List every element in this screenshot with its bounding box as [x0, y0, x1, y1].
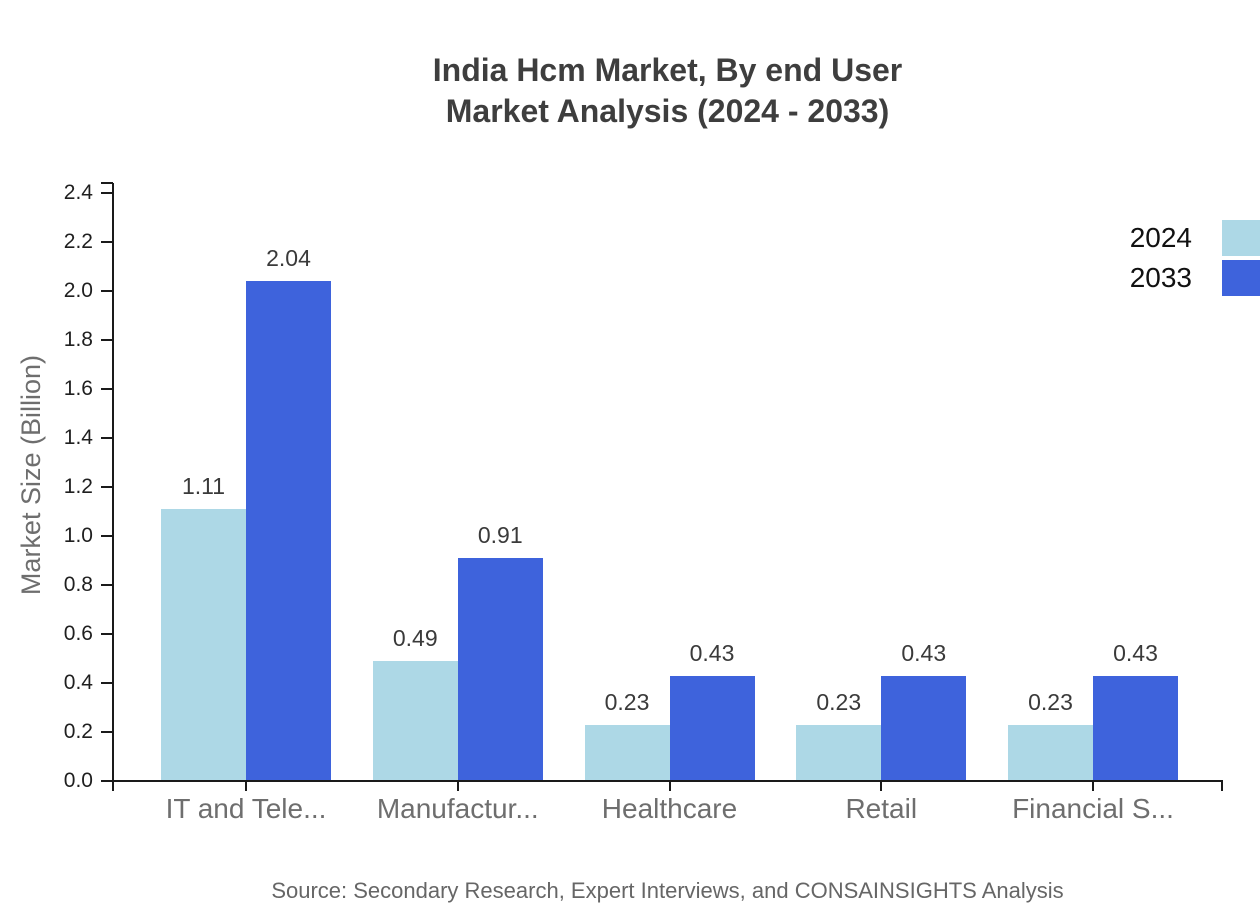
legend-row-2024: 2024 — [1130, 218, 1260, 258]
chart-title: India Hcm Market, By end User Market Ana… — [113, 50, 1222, 132]
bar-2033-1 — [457, 558, 543, 781]
bar-value-label: 1.11 — [181, 473, 226, 500]
bar-2033-2 — [669, 675, 755, 781]
y-tick-label: 2.0 — [63, 279, 93, 302]
legend-row-2033: 2033 — [1130, 258, 1260, 298]
y-tick-label: 0.6 — [63, 622, 93, 645]
y-tick — [101, 339, 113, 341]
x-axis-category-label: Healthcare — [601, 793, 738, 824]
bar-value-label: 2.04 — [266, 245, 311, 272]
chart-title-line2: Market Analysis (2024 - 2033) — [445, 93, 890, 129]
bar-2033-4 — [1093, 675, 1178, 781]
y-tick-label: 2.4 — [63, 181, 93, 204]
y-tick — [101, 388, 113, 390]
bar-value-label: 0.43 — [901, 639, 947, 666]
legend-label: 2033 — [1129, 262, 1192, 293]
legend: 2024 2033 — [1130, 218, 1260, 298]
y-tick — [101, 633, 113, 635]
legend-swatch — [1222, 260, 1260, 296]
y-tick-label: 0.8 — [63, 573, 93, 596]
y-axis-endcap-tick — [101, 182, 113, 184]
bar-value-label: 0.49 — [392, 624, 438, 651]
bar-value-label: 0.91 — [477, 522, 523, 549]
x-axis-category-label: Manufactur... — [376, 793, 539, 824]
legend-swatch — [1222, 220, 1260, 256]
x-axis-category-label: IT and Tele... — [165, 793, 327, 824]
y-axis-line — [112, 183, 114, 783]
y-tick-label: 1.2 — [63, 475, 93, 498]
x-axis-category-label: Retail — [845, 793, 918, 824]
x-tick — [245, 781, 247, 791]
y-tick-label: 1.8 — [63, 328, 93, 351]
y-tick — [101, 437, 113, 439]
y-tick — [101, 535, 113, 537]
y-tick-label: 0.4 — [63, 671, 93, 694]
y-tick — [101, 780, 113, 782]
bar-value-label: 0.23 — [604, 688, 650, 715]
bar-2024-2 — [584, 724, 670, 781]
bar-2024-3 — [796, 724, 882, 781]
bar-2024-0 — [161, 509, 246, 781]
x-axis-category-label: Financial S... — [1012, 793, 1174, 824]
x-tick — [112, 781, 114, 791]
bar-value-label: 0.23 — [816, 688, 862, 715]
y-tick — [101, 731, 113, 733]
x-tick — [880, 781, 883, 791]
y-tick-label: 0.2 — [63, 720, 93, 743]
bar-2033-3 — [881, 675, 967, 781]
bar-value-label: 0.43 — [689, 639, 735, 666]
bar-2024-4 — [1008, 724, 1093, 781]
x-axis-line — [112, 780, 1223, 782]
y-tick-label: 1.0 — [63, 524, 93, 547]
chart-title-line1: India Hcm Market, By end User — [432, 52, 903, 88]
source-note: Source: Secondary Research, Expert Inter… — [271, 878, 1064, 903]
y-tick-label: 2.2 — [63, 230, 93, 253]
y-tick — [101, 486, 113, 488]
y-tick — [101, 682, 113, 684]
legend-label: 2024 — [1129, 222, 1192, 253]
x-tick — [1092, 781, 1094, 791]
y-tick-label: 0.0 — [63, 769, 93, 792]
x-tick — [668, 781, 671, 791]
x-tick — [1221, 781, 1223, 791]
y-tick — [101, 584, 113, 586]
bar-value-label: 0.23 — [1028, 688, 1073, 715]
bar-2024-1 — [372, 660, 458, 781]
x-tick — [456, 781, 459, 791]
y-tick — [101, 192, 113, 194]
y-tick — [101, 241, 113, 243]
y-tick-label: 1.4 — [63, 426, 93, 449]
y-tick — [101, 290, 113, 292]
bar-2033-0 — [246, 281, 331, 781]
y-tick-label: 1.6 — [63, 377, 93, 400]
bar-value-label: 0.43 — [1113, 639, 1158, 666]
